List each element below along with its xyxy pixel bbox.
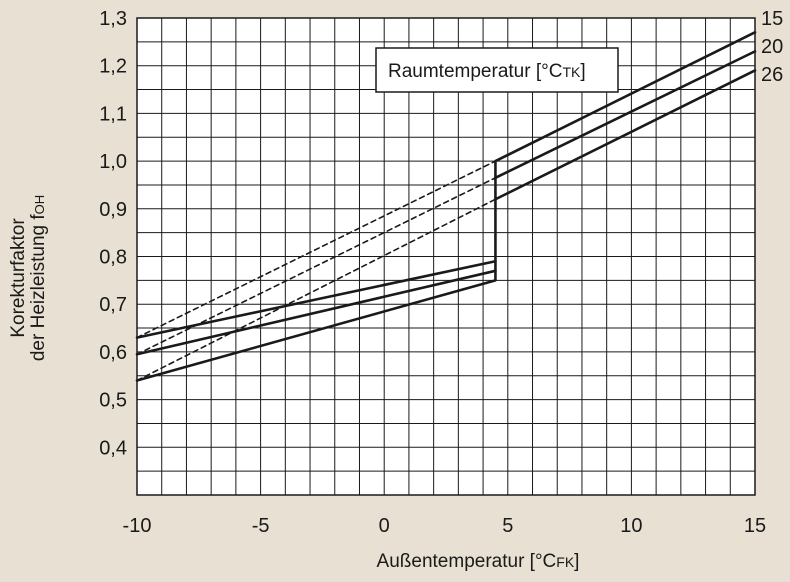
series-26-high-line xyxy=(494,69,757,201)
series-20-low-line xyxy=(135,269,497,356)
y-tick-labels: 0,4 0,5 0,6 0,7 0,8 0,9 1,0 1,1 1,2 1,3 xyxy=(99,8,127,459)
y-tick-label: 0,5 xyxy=(99,390,127,412)
y-tick-label: 0,8 xyxy=(99,247,127,269)
y-axis-title-line1: Korekturfaktor xyxy=(8,218,29,338)
series-label-15: 15 xyxy=(761,8,783,30)
y-tick-label: 1,2 xyxy=(99,56,127,78)
y-tick-label: 1,0 xyxy=(99,151,127,173)
x-tick-label: 5 xyxy=(502,515,513,537)
x-tick-label: 10 xyxy=(620,515,642,537)
series-15-high-line xyxy=(494,31,757,163)
grid xyxy=(137,18,755,495)
series-lines xyxy=(135,31,757,382)
series-26-dashed-line xyxy=(136,198,497,382)
y-tick-label: 1,1 xyxy=(99,103,127,125)
y-tick-label: 1,3 xyxy=(99,8,127,30)
series-20-dashed-line xyxy=(136,176,497,356)
y-tick-label: 0,9 xyxy=(99,199,127,221)
series-26-low-line xyxy=(135,279,497,382)
x-axis-title: Außentemperatur [°CFK] xyxy=(377,551,580,572)
x-tick-labels: -10 -5 0 5 10 15 xyxy=(123,515,767,537)
legend-box: Raumtemperatur [°CTK] xyxy=(375,47,619,93)
series-label-20: 20 xyxy=(761,36,783,58)
y-tick-label: 0,6 xyxy=(99,342,127,364)
x-tick-label: 0 xyxy=(379,515,390,537)
series-label-26: 26 xyxy=(761,64,783,86)
plot-frame xyxy=(136,17,756,496)
y-axis-title: Korekturfaktor der Heizleistung fOH xyxy=(8,195,49,361)
legend-title: Raumtemperatur [°CTK] xyxy=(388,61,586,82)
y-axis-title-line2: der Heizleistung fOH xyxy=(28,195,49,361)
series-15-dashed-line xyxy=(136,160,497,339)
y-tick-label: 0,7 xyxy=(99,294,127,316)
series-labels: 15 20 26 xyxy=(761,8,783,86)
x-tick-label: -5 xyxy=(252,515,270,537)
y-tick-label: 0,4 xyxy=(99,437,127,459)
series-20-high-line xyxy=(494,50,757,180)
x-tick-label: -10 xyxy=(123,515,152,537)
x-tick-label: 15 xyxy=(744,515,766,537)
